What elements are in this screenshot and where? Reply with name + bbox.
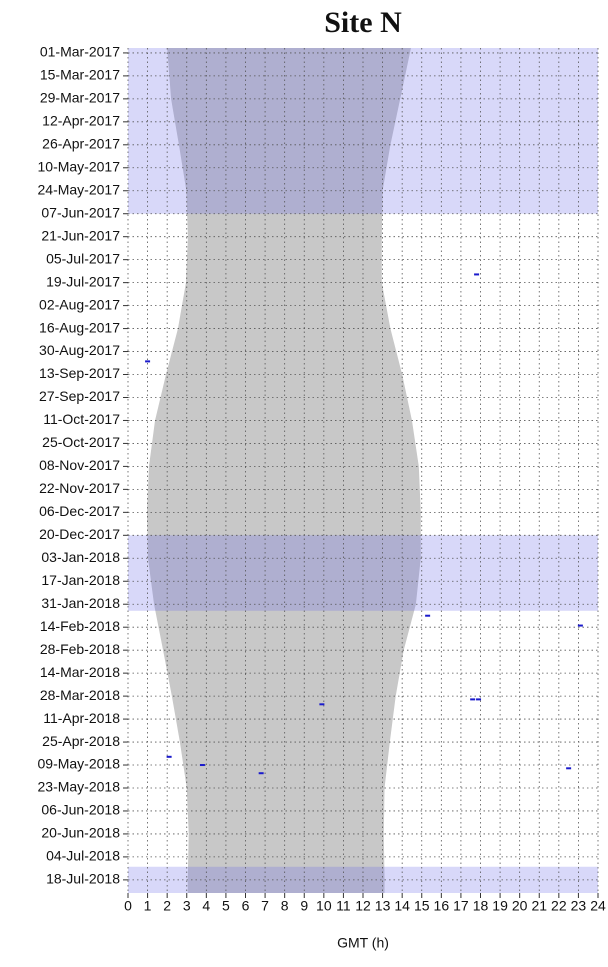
y-tick-label: 24-May-2017: [38, 181, 121, 197]
y-tick-label: 28-Mar-2018: [40, 687, 120, 703]
detection: [476, 698, 482, 701]
x-tick-label: 24: [590, 898, 606, 914]
y-tick-label: 31-Jan-2018: [41, 595, 120, 611]
y-tick-label: 04-Jul-2018: [46, 848, 120, 864]
y-tick-label: 14-Feb-2018: [40, 618, 120, 634]
y-tick-label: 19-Jul-2017: [46, 273, 120, 289]
y-tick-label: 30-Aug-2017: [39, 342, 120, 358]
detection: [145, 360, 151, 363]
y-tick-label: 23-May-2018: [38, 779, 121, 795]
x-tick-label: 15: [414, 898, 430, 914]
x-tick-label: 1: [144, 898, 152, 914]
y-tick-label: 03-Jan-2018: [41, 549, 120, 565]
y-tick-label: 26-Apr-2017: [42, 136, 120, 152]
detection: [474, 273, 480, 276]
y-tick-label: 10-May-2017: [38, 158, 121, 174]
x-tick-label: 21: [531, 898, 547, 914]
y-tick-label: 20-Dec-2017: [39, 526, 120, 542]
detection: [319, 703, 325, 706]
y-tick-label: 05-Jul-2017: [46, 250, 120, 266]
x-tick-label: 12: [355, 898, 371, 914]
y-tick-label: 14-Mar-2018: [40, 664, 120, 680]
y-tick-label: 06-Dec-2017: [39, 503, 120, 519]
y-tick-label: 15-Mar-2017: [40, 67, 120, 83]
x-tick-label: 4: [202, 898, 210, 914]
y-tick-label: 25-Oct-2017: [42, 434, 120, 450]
x-axis-label: GMT (h): [337, 935, 389, 951]
y-tick-label: 21-Jun-2017: [41, 227, 120, 243]
x-tick-label: 5: [222, 898, 230, 914]
x-tick-label: 3: [183, 898, 191, 914]
x-tick-label: 18: [473, 898, 489, 914]
daylight-shade: [146, 48, 421, 893]
x-tick-label: 16: [434, 898, 450, 914]
detection: [470, 698, 476, 701]
x-tick-label: 8: [281, 898, 289, 914]
x-tick-label: 2: [163, 898, 171, 914]
y-tick-label: 22-Nov-2017: [39, 480, 120, 496]
y-tick-label: 07-Jun-2017: [41, 204, 120, 220]
y-tick-label: 28-Feb-2018: [40, 641, 120, 657]
x-tick-label: 14: [394, 898, 410, 914]
y-tick-label: 25-Apr-2018: [42, 733, 120, 749]
y-tick-label: 13-Sep-2017: [39, 365, 120, 381]
x-tick-label: 11: [336, 898, 351, 914]
detection: [199, 764, 205, 767]
x-tick-label: 23: [571, 898, 587, 914]
y-tick-label: 27-Sep-2017: [39, 388, 120, 404]
y-tick-label: 08-Nov-2017: [39, 457, 120, 473]
x-tick-label: 9: [300, 898, 308, 914]
x-tick-label: 17: [453, 898, 469, 914]
y-tick-label: 20-Jun-2018: [41, 825, 120, 841]
y-tick-label: 17-Jan-2018: [41, 572, 120, 588]
detection: [577, 624, 583, 627]
season-band: [128, 535, 598, 611]
detection: [566, 767, 572, 770]
x-tick-label: 22: [551, 898, 567, 914]
y-tick-label: 12-Apr-2017: [42, 113, 120, 129]
x-tick-label: 10: [316, 898, 332, 914]
x-tick-label: 20: [512, 898, 528, 914]
y-tick-label: 11-Apr-2018: [43, 710, 120, 726]
y-tick-label: 09-May-2018: [38, 756, 121, 772]
x-tick-label: 0: [124, 898, 132, 914]
y-tick-label: 16-Aug-2017: [39, 319, 120, 335]
chart-title: Site N: [324, 6, 402, 39]
x-tick-label: 7: [261, 898, 269, 914]
x-tick-label: 6: [242, 898, 250, 914]
x-tick-label: 19: [492, 898, 508, 914]
y-tick-label: 02-Aug-2017: [39, 296, 120, 312]
detection: [425, 614, 431, 617]
y-tick-label: 06-Jun-2018: [41, 802, 120, 818]
y-tick-label: 18-Jul-2018: [46, 871, 120, 887]
y-tick-label: 29-Mar-2017: [40, 90, 120, 106]
x-tick-label: 13: [375, 898, 391, 914]
detection: [166, 755, 172, 758]
y-tick-label: 01-Mar-2017: [40, 44, 120, 60]
detection: [258, 772, 264, 775]
y-tick-label: 11-Oct-2017: [43, 411, 120, 427]
